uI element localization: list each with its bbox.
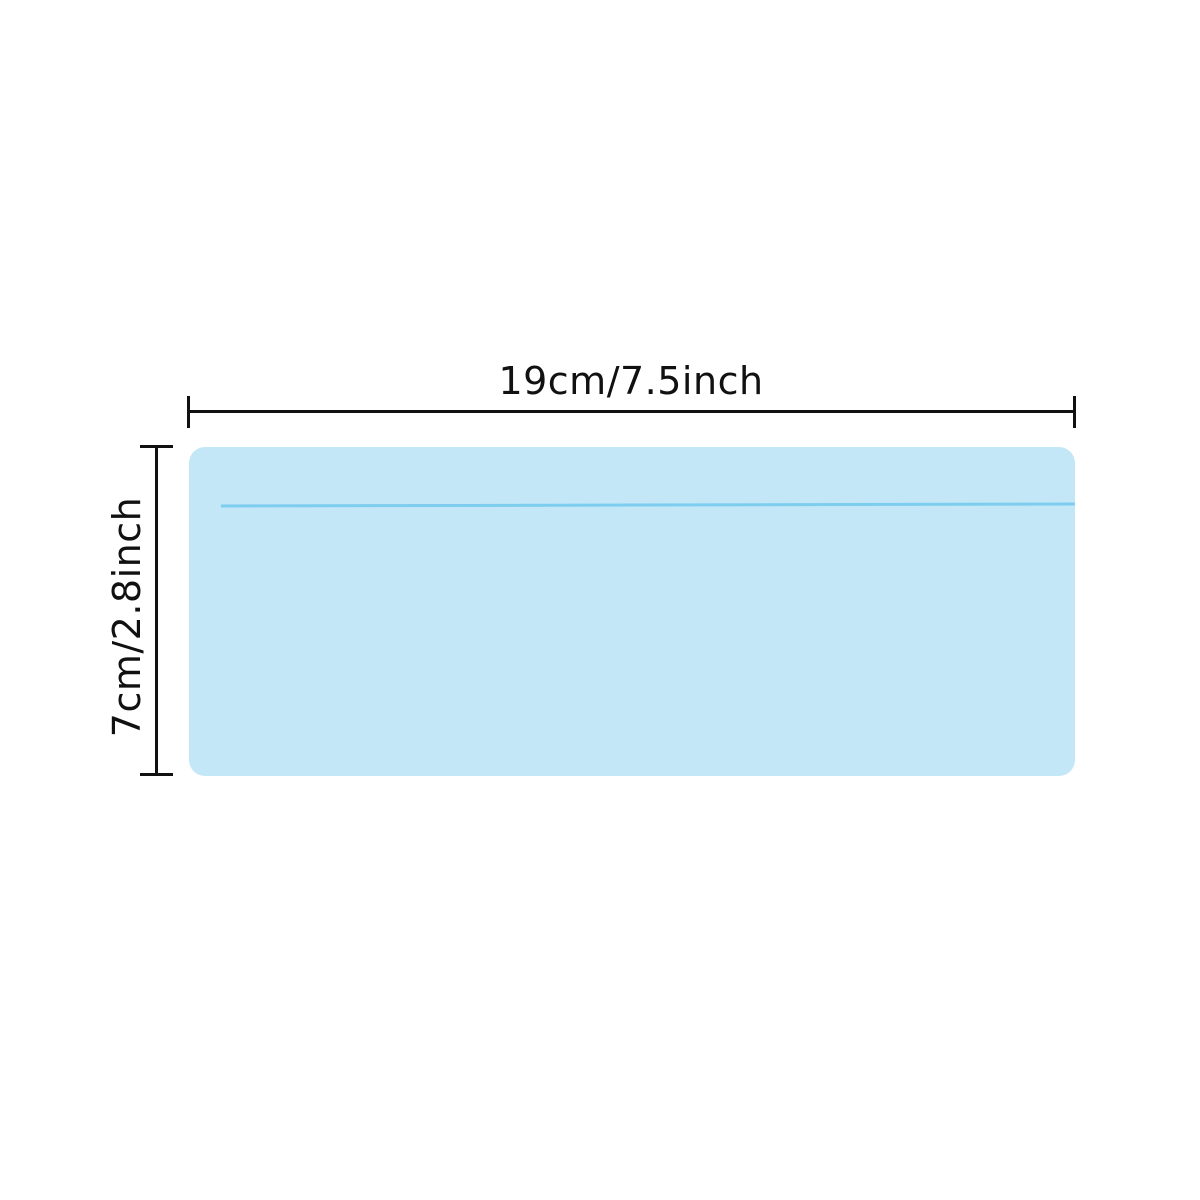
width-dimension-left-tick [187, 396, 190, 428]
height-dimension-top-tick [140, 445, 173, 448]
height-dimension-line [155, 446, 158, 775]
width-dimension-line [188, 410, 1075, 413]
height-dimension-bottom-tick [140, 773, 173, 776]
protective-film-sheet [189, 447, 1075, 776]
film-peel-line [220, 502, 1075, 508]
width-dimension-label: 19cm/7.5inch [498, 359, 764, 403]
height-dimension-label: 7cm/2.8inch [105, 496, 149, 738]
width-dimension-right-tick [1073, 396, 1076, 428]
